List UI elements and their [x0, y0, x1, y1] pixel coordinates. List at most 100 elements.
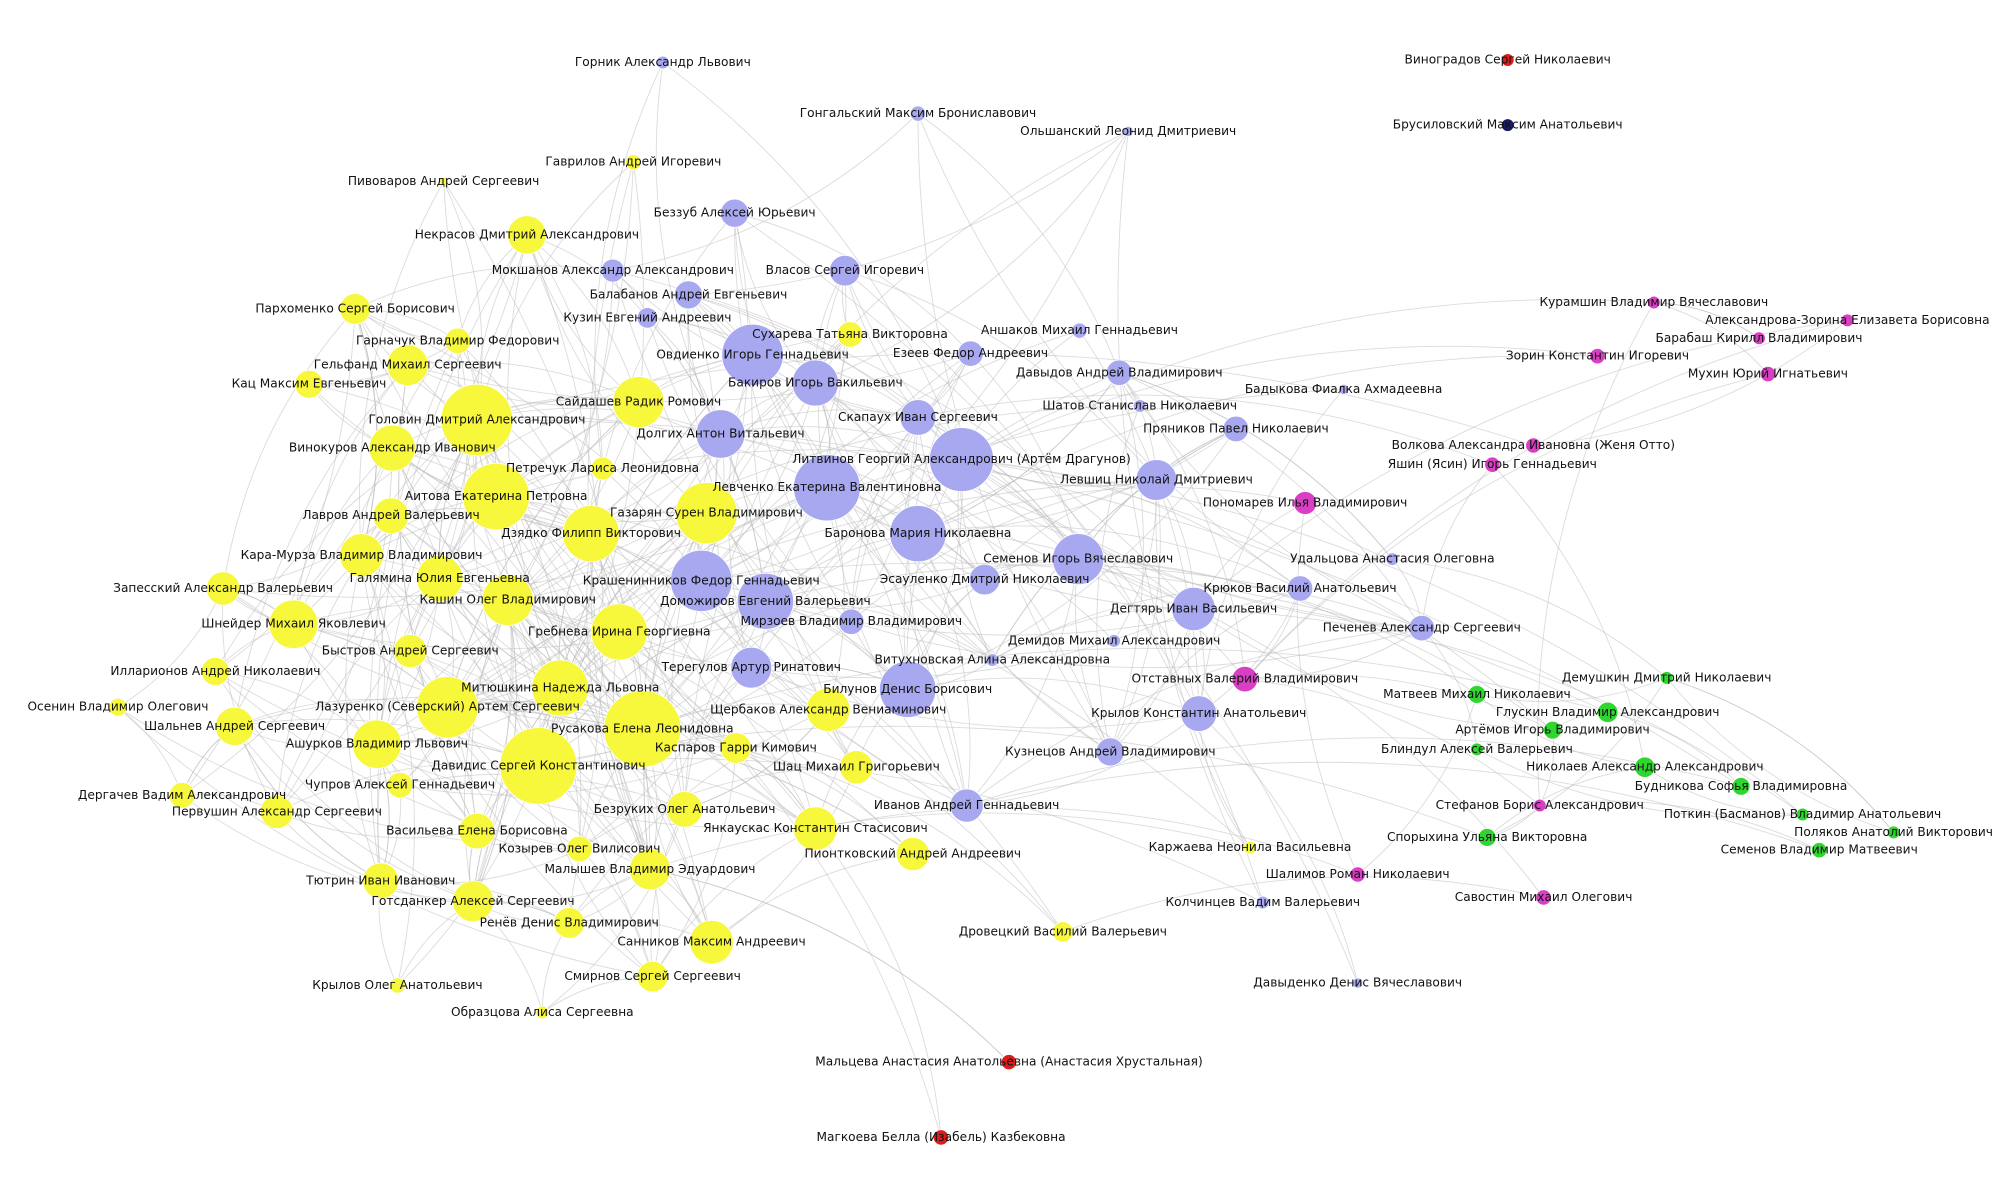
edge: [642, 417, 919, 730]
edge: [734, 213, 852, 622]
node-label: Мальцева Анастасия Анатольевна (Анастаси…: [815, 1055, 1202, 1069]
edge: [407, 364, 639, 407]
node-label: Будникова Софья Владимировна: [1635, 779, 1848, 793]
node-label: Брусиловский Максим Анатольевич: [1393, 118, 1623, 132]
edge: [507, 270, 614, 601]
edge: [961, 459, 1803, 815]
node-label: Гребнева Ирина Георгиевна: [528, 624, 711, 638]
edge: [1357, 694, 1478, 875]
edge: [917, 533, 971, 806]
edge: [392, 447, 857, 768]
node: [720, 198, 750, 228]
edge: [649, 667, 752, 870]
node: [1811, 842, 1828, 859]
edge: [293, 603, 620, 633]
edge: [764, 270, 847, 602]
edge: [826, 487, 968, 806]
node-label: Поляков Анатолий Викторович: [1794, 825, 1993, 839]
node: [1535, 889, 1552, 906]
edge: [560, 620, 852, 689]
node: [829, 254, 861, 287]
node: [1052, 921, 1074, 943]
edge: [1119, 372, 1423, 629]
node-label: Кац Максим Евгеньевич: [232, 377, 387, 391]
edge: [390, 515, 643, 730]
node-label: Блиндул Алексей Валерьевич: [1381, 742, 1573, 756]
node-label: Езеев Федор Андреевич: [893, 346, 1048, 360]
node: [215, 706, 255, 746]
edge: [734, 212, 1359, 984]
node-label: Щербаков Александр Вениаминович: [710, 702, 946, 716]
edge: [1096, 405, 1141, 753]
edge: [354, 265, 613, 310]
node: [720, 732, 752, 764]
node: [968, 563, 1001, 596]
node: [1470, 742, 1484, 757]
node-label: Печенев Александр Сергеевич: [1323, 621, 1521, 635]
node: [1484, 456, 1501, 473]
node: [439, 177, 448, 186]
node: [985, 653, 1000, 667]
node: [839, 750, 874, 785]
node-label: Каржаева Неонила Васильевна: [1149, 840, 1352, 854]
node: [1385, 552, 1400, 566]
node: [553, 907, 585, 939]
edge: [181, 419, 478, 796]
node-label: Демидов Михаил Александрович: [1008, 633, 1220, 647]
edge: [590, 212, 735, 534]
edge: [447, 388, 1344, 708]
node: [1122, 126, 1134, 137]
node: [590, 456, 615, 481]
edge: [649, 868, 1010, 1063]
node: [1543, 720, 1562, 740]
node: [1659, 671, 1674, 685]
edge: [293, 447, 393, 625]
node: [1500, 118, 1515, 132]
edge: [507, 433, 721, 601]
node-label: Спорыхина Ульяна Викторовна: [1387, 830, 1587, 844]
node: [895, 837, 930, 872]
labels: Горник Александр Львович Виноградов Серге…: [27, 53, 1993, 1144]
edge: [735, 747, 914, 855]
node-label: Некрасов Дмитрий Александрович: [415, 227, 639, 241]
edge: [223, 515, 392, 589]
edge: [1244, 373, 1769, 680]
edge: [701, 459, 962, 582]
edge: [526, 234, 604, 469]
node: [1532, 798, 1547, 813]
edge: [579, 601, 766, 850]
node-label: Курамшин Владимир Вячеславович: [1539, 295, 1768, 309]
edge: [361, 555, 415, 986]
edge: [687, 294, 766, 602]
edge: [1653, 302, 1760, 339]
edge: [917, 113, 1120, 373]
edge: [1539, 800, 1820, 851]
node: [629, 848, 671, 891]
edge: [844, 270, 1079, 560]
node-label: Крылов Олег Анатольевич: [312, 978, 482, 992]
node-label: Дзядко Филипп Викторович: [501, 526, 681, 540]
node: [1759, 366, 1777, 383]
edge: [447, 706, 914, 855]
node: [440, 383, 514, 457]
edge: [1244, 674, 1553, 731]
node: [416, 676, 479, 739]
edge: [215, 671, 580, 850]
edge: [439, 401, 639, 579]
node-label: Безруких Олег Анатольевич: [594, 802, 776, 816]
node-label: Пивоваров Андрей Сергеевич: [348, 174, 540, 188]
edge: [706, 131, 1129, 514]
node-label: Козырев Олег Вилисович: [499, 841, 661, 855]
node: [932, 1129, 950, 1146]
edge: [392, 399, 639, 449]
node-label: Санников Максим Андреевич: [617, 935, 805, 949]
node-label: Пряников Павел Николаевич: [1143, 421, 1329, 435]
edge: [711, 767, 857, 943]
node: [562, 505, 620, 563]
edge: [215, 447, 393, 672]
node-label: Пионтковский Андрей Андреевич: [805, 847, 1022, 861]
node-label: Осенин Владимир Олегович: [27, 700, 208, 714]
edge: [907, 677, 1199, 715]
node: [1135, 459, 1178, 501]
